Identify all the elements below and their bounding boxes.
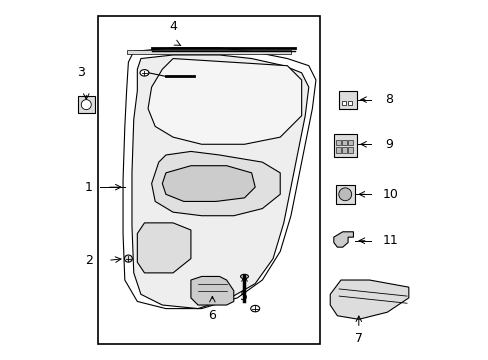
Text: 4: 4 <box>169 20 177 33</box>
Text: 11: 11 <box>382 234 398 247</box>
FancyBboxPatch shape <box>348 140 353 145</box>
Ellipse shape <box>140 69 149 76</box>
Text: 3: 3 <box>77 66 84 79</box>
Text: 1: 1 <box>85 181 93 194</box>
FancyBboxPatch shape <box>335 140 340 145</box>
FancyBboxPatch shape <box>126 50 290 54</box>
Text: 2: 2 <box>85 254 93 267</box>
FancyBboxPatch shape <box>78 96 95 113</box>
FancyBboxPatch shape <box>339 91 356 109</box>
FancyBboxPatch shape <box>335 185 354 204</box>
FancyBboxPatch shape <box>348 148 353 153</box>
PathPatch shape <box>333 232 353 247</box>
PathPatch shape <box>190 276 233 305</box>
Ellipse shape <box>250 305 259 312</box>
PathPatch shape <box>132 55 308 309</box>
FancyBboxPatch shape <box>341 140 346 145</box>
Circle shape <box>338 188 351 201</box>
FancyBboxPatch shape <box>333 134 356 157</box>
Text: 10: 10 <box>382 188 398 201</box>
Text: 5: 5 <box>240 289 248 303</box>
FancyBboxPatch shape <box>341 148 346 153</box>
PathPatch shape <box>137 223 190 273</box>
Text: 8: 8 <box>385 93 392 106</box>
Ellipse shape <box>124 255 132 262</box>
PathPatch shape <box>329 280 408 319</box>
PathPatch shape <box>162 166 255 202</box>
Text: 7: 7 <box>354 333 362 346</box>
Circle shape <box>81 100 91 110</box>
FancyBboxPatch shape <box>335 148 340 153</box>
Ellipse shape <box>240 274 248 279</box>
PathPatch shape <box>151 152 280 216</box>
PathPatch shape <box>148 59 301 144</box>
FancyBboxPatch shape <box>341 101 346 105</box>
FancyBboxPatch shape <box>347 101 352 105</box>
FancyBboxPatch shape <box>98 16 319 344</box>
Text: 9: 9 <box>385 138 392 151</box>
Text: 6: 6 <box>208 309 216 322</box>
